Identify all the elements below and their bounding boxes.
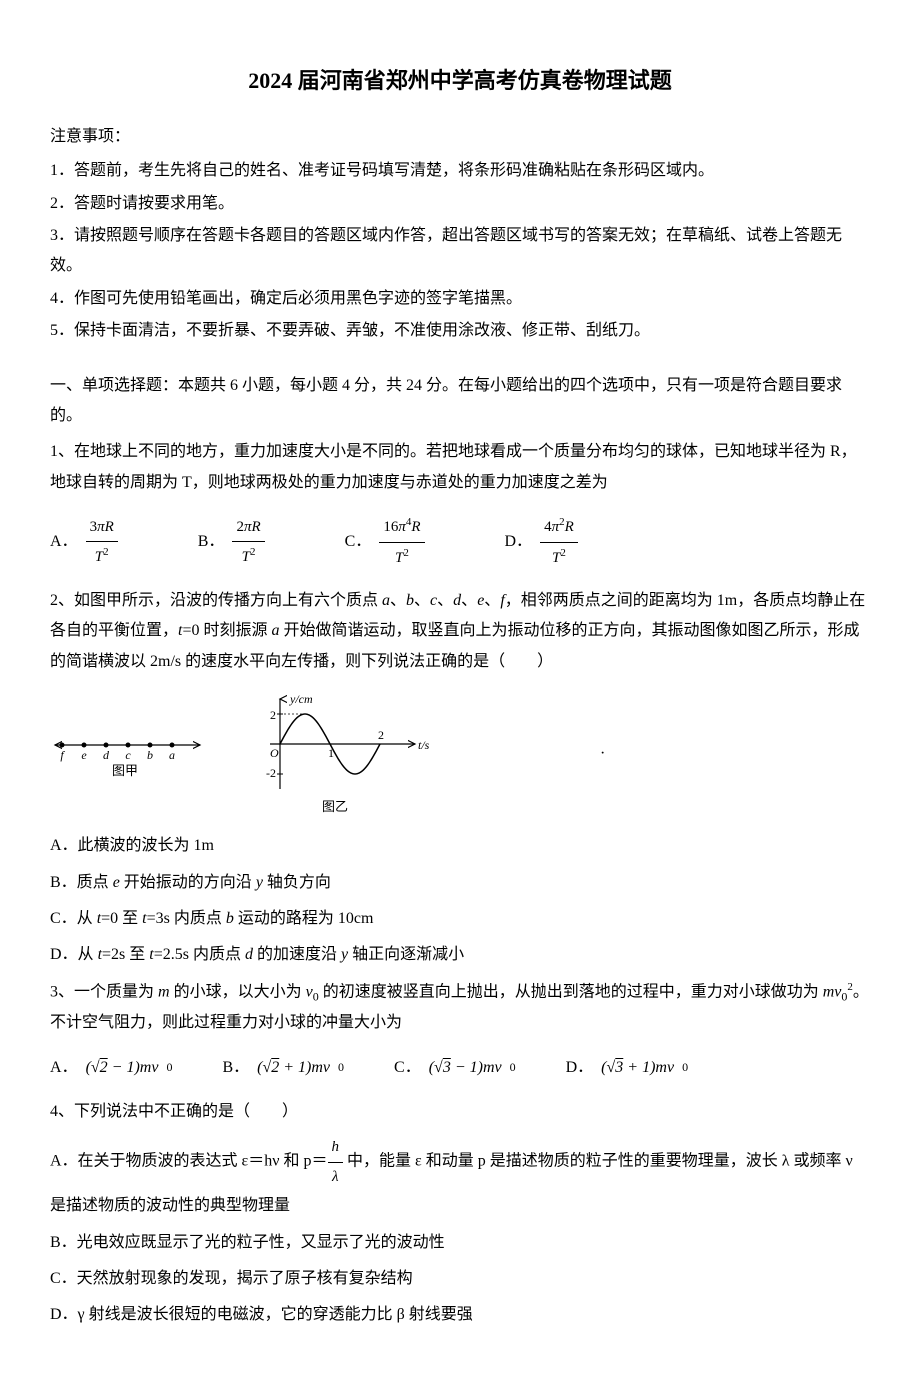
question-4-text: 4、下列说法中不正确的是（ ） [50,1097,870,1127]
notice-item: 1．答题前，考生先将自己的姓名、准考证号码填写清楚，将条形码准确粘贴在条形码区域… [50,156,870,186]
fraction: 4π2R T2 [540,512,578,572]
sep: 、 [437,592,453,609]
svg-text:b: b [147,748,153,762]
question-1-text: 1、在地球上不同的地方，重力加速度大小是不同的。若把地球看成一个质量分布均匀的球… [50,437,870,498]
question-2-options: A．此横波的波长为 1m B．质点 e 开始振动的方向沿 y 轴负方向 C．从 … [50,831,870,971]
question-2-figures: f e d c b a 图甲 y/cm t/s 2 -2 O 1 2 图乙 · [50,689,870,819]
option-label: C． [345,527,372,557]
sep: 、 [390,592,406,609]
xtick: 2 [378,728,384,742]
fraction: 3πR T2 [86,513,118,572]
option-d: D．γ 射线是波长很短的电磁波，它的穿透能力比 β 射线要强 [50,1300,870,1330]
frac-num: h [328,1133,344,1163]
xtick: 1 [328,746,334,760]
option-d: D． 4π2R T2 [505,512,578,572]
option-b: B．质点 e 开始振动的方向沿 y 轴负方向 [50,868,870,898]
notice-item: 2．答题时请按要求用笔。 [50,189,870,219]
option-a: A．此横波的波长为 1m [50,831,870,861]
option-label: B． [198,527,225,557]
option-c: C．天然放射现象的发现，揭示了原子核有复杂结构 [50,1264,870,1294]
option-c: C．(√3 − 1)mv0 [394,1053,516,1083]
question-3-options: A．(√2 − 1)mv0 B．(√2 + 1)mv0 C．(√3 − 1)mv… [50,1053,870,1083]
option-a: A．在关于物质波的表达式 ε＝hν 和 p＝hλ 中，能量 ε 和动量 p 是描… [50,1133,870,1221]
ytick: -2 [266,766,276,780]
option-c: C．从 t=0 至 t=3s 内质点 b 运动的路程为 10cm [50,904,870,934]
option-b: B．光电效应既显示了光的粒子性，又显示了光的波动性 [50,1228,870,1258]
question-4-options: A．在关于物质波的表达式 ε＝hν 和 p＝hλ 中，能量 ε 和动量 p 是描… [50,1133,870,1331]
opt-a-pre: A．在关于物质波的表达式 ε＝hν 和 p＝ [50,1153,328,1170]
question-1-options: A． 3πR T2 B． 2πR T2 C． 16π4R T2 D． 4π2R … [50,512,870,572]
option-c: C． 16π4R T2 [345,512,425,572]
notice-item: 5．保持卡面清洁，不要折暴、不要弄破、弄皱，不准使用涂改液、修正带、刮纸刀。 [50,316,870,346]
option-b: B．(√2 + 1)mv0 [222,1053,344,1083]
figure-yi: y/cm t/s 2 -2 O 1 2 图乙 [240,689,430,819]
svg-text:f: f [60,748,65,762]
ylabel: y/cm [289,692,313,706]
option-b: B． 2πR T2 [198,513,265,572]
notice-item: 3．请按照题号顺序在答题卡各题目的答题区域内作答，超出答题区域书写的答案无效；在… [50,221,870,282]
option-label: A． [50,527,78,557]
notice-header: 注意事项： [50,122,870,152]
sep: 、 [414,592,430,609]
question-2-text: 2、如图甲所示，沿波的传播方向上有六个质点 a、b、c、d、e、f，相邻两质点之… [50,586,870,677]
option-d: D．从 t=2s 至 t=2.5s 内质点 d 的加速度沿 y 轴正向逐渐减小 [50,940,870,970]
notice-item: 4．作图可先使用铅笔画出，确定后必须用黑色字迹的签字笔描黑。 [50,284,870,314]
option-label: D． [505,527,533,557]
sep: 、 [461,592,477,609]
svg-text:a: a [169,748,175,762]
svg-text:d: d [103,748,110,762]
option-a: A．(√2 − 1)mv0 [50,1053,172,1083]
fig1-caption: 图甲 [112,763,138,778]
q2-text-fragment: =0 时刻振源 [182,622,271,639]
exam-title: 2024 届河南省郑州中学高考仿真卷物理试题 [50,60,870,102]
svg-text:c: c [125,748,131,762]
option-a: A． 3πR T2 [50,513,118,572]
fraction: 16π4R T2 [379,512,424,572]
sep: 、 [484,592,500,609]
origin: O [270,746,279,760]
svg-text:e: e [81,748,87,762]
figure-jia: f e d c b a 图甲 [50,727,210,782]
section-intro: 一、单项选择题：本题共 6 小题，每小题 4 分，共 24 分。在每小题给出的四… [50,371,870,432]
question-3-text: 3、一个质量为 m 的小球，以大小为 v0 的初速度被竖直向上抛出，从抛出到落地… [50,977,870,1039]
q2-text-fragment: 2、如图甲所示，沿波的传播方向上有六个质点 [50,592,382,609]
fraction: 2πR T2 [232,513,264,572]
spacer-dot: · [600,739,605,769]
option-d: D．(√3 + 1)mv0 [566,1053,688,1083]
fig2-caption: 图乙 [322,799,348,814]
ytick: 2 [270,708,276,722]
xlabel: t/s [418,738,430,752]
frac-den: λ [328,1163,344,1192]
